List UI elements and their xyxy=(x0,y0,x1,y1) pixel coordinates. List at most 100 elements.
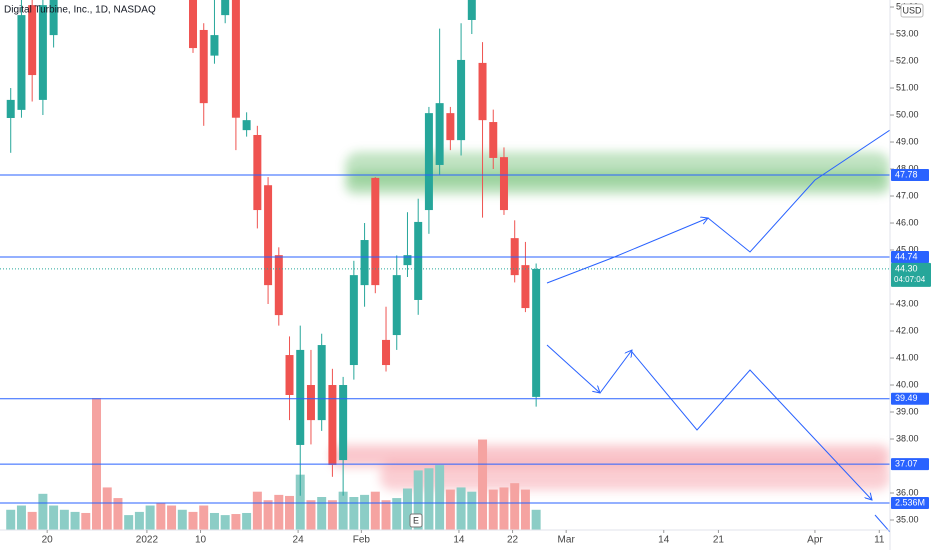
candle-body xyxy=(231,0,240,118)
volume-bar xyxy=(413,470,423,530)
volume-bar xyxy=(370,491,380,530)
y-tick-label: 35.00 xyxy=(896,514,919,524)
demand-zone xyxy=(380,462,890,490)
volume-bar xyxy=(478,439,488,530)
level-label: 37.07 xyxy=(895,458,918,468)
candle-body xyxy=(467,0,476,20)
arrow xyxy=(546,218,708,284)
candle-body xyxy=(296,349,305,445)
drawn-arrows xyxy=(546,129,891,533)
level-label: 47.78 xyxy=(895,169,918,179)
y-tick-label: 46.00 xyxy=(896,217,919,227)
volume-bar xyxy=(70,511,80,530)
volume-level-label: 2.536M xyxy=(895,497,925,507)
candle-body xyxy=(499,157,508,211)
volume-bar xyxy=(510,483,520,530)
earnings-box[interactable] xyxy=(409,513,423,528)
volume-bar xyxy=(49,505,59,530)
arrow xyxy=(599,350,632,394)
x-tick-label: 2022 xyxy=(136,535,159,546)
earnings-label[interactable]: E xyxy=(413,515,419,525)
volume-bar xyxy=(520,489,530,530)
candle-body xyxy=(274,255,283,316)
volume-bar xyxy=(295,474,305,530)
candle-body xyxy=(17,15,26,110)
volume-bar xyxy=(134,511,144,530)
candle-body xyxy=(189,0,198,49)
level-box xyxy=(891,458,929,471)
level-label: 44.74 xyxy=(895,251,918,261)
level-box xyxy=(891,168,929,181)
candle-body xyxy=(521,265,530,309)
y-tick-label: 42.00 xyxy=(896,325,919,335)
candle-body xyxy=(532,268,541,397)
volume-bar xyxy=(156,503,166,530)
currency: USD xyxy=(902,5,922,15)
x-tick-label: 14 xyxy=(453,535,465,546)
last-price-box xyxy=(891,262,931,287)
candle-body xyxy=(489,122,498,158)
x-tick-label: 22 xyxy=(507,535,519,546)
candle-body xyxy=(360,240,369,286)
volume-bar xyxy=(338,491,348,530)
y-tick-label: 38.00 xyxy=(896,433,919,443)
candle-body xyxy=(264,185,273,286)
candle-body xyxy=(317,345,326,421)
candle-body xyxy=(392,275,401,336)
chart-title: Digital Turbine, Inc., 1D, NASDAQ xyxy=(4,5,156,16)
candle-body xyxy=(478,62,487,121)
volume-bar xyxy=(6,509,16,530)
x-tick-label: 10 xyxy=(195,535,207,546)
candle-body xyxy=(339,385,348,461)
candle-body xyxy=(221,0,230,16)
volume-bar xyxy=(81,512,91,530)
y-tick-label: 53.00 xyxy=(896,28,919,38)
level-label: 39.49 xyxy=(895,393,918,403)
candle-body xyxy=(38,5,47,100)
volume-bar xyxy=(499,487,509,530)
countdown: 04:07:04 xyxy=(894,275,926,284)
candle-body xyxy=(371,177,380,286)
candle-body xyxy=(414,221,423,300)
volume-bar xyxy=(242,512,252,530)
volume-bar xyxy=(59,509,69,530)
candle-body xyxy=(199,29,208,104)
level-box xyxy=(891,392,929,405)
currency-box xyxy=(900,3,924,18)
y-tick-label: 50.00 xyxy=(896,109,919,119)
y-tick-label: 41.00 xyxy=(896,352,919,362)
volume-bar xyxy=(199,505,209,530)
volume-bar xyxy=(145,505,155,530)
candle-body xyxy=(424,113,433,211)
volume-bar xyxy=(349,497,359,530)
volume-bar xyxy=(456,487,466,530)
candle-body xyxy=(435,103,444,165)
volume-bar xyxy=(124,515,134,530)
earnings-marker[interactable]: E xyxy=(409,513,423,528)
volume-level-box xyxy=(891,497,929,510)
volume-bar xyxy=(38,493,48,530)
levels xyxy=(0,174,890,504)
volume-bar xyxy=(488,489,498,530)
arrow xyxy=(707,129,891,253)
y-tick-label: 52.00 xyxy=(896,55,919,65)
y-tick-label: 36.00 xyxy=(896,487,919,497)
volume-bar xyxy=(306,500,316,530)
price-axis: 35.00 36.00 38.00 39.00 40.00 41.00 42.00 43.00… xyxy=(42,1,931,546)
candle-body xyxy=(210,35,219,56)
candles xyxy=(6,0,541,496)
y-tick-label: 51.00 xyxy=(896,82,919,92)
volume-bar xyxy=(102,487,112,530)
level-box xyxy=(891,251,929,264)
candle-body xyxy=(328,385,337,465)
candle-body xyxy=(457,59,466,141)
volume-bar xyxy=(445,489,455,530)
candle-body xyxy=(28,5,37,76)
arrow xyxy=(631,351,872,500)
candle-body xyxy=(446,113,455,141)
volume-bar xyxy=(402,488,412,530)
volume-bar xyxy=(392,498,402,530)
y-tick-label: 47.00 xyxy=(896,190,919,200)
x-tick-label: 21 xyxy=(713,535,725,546)
